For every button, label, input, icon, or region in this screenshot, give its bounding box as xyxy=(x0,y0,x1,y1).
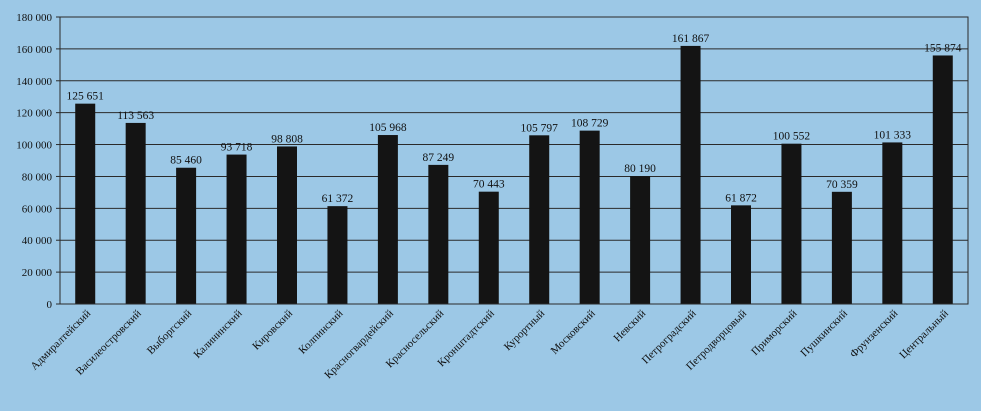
plot-area-frame xyxy=(59,16,969,305)
category-label: Выборгский xyxy=(145,308,194,357)
data-label: 101 333 xyxy=(874,129,912,141)
bar xyxy=(377,135,398,304)
y-tick-label: 80 000 xyxy=(22,171,53,183)
bar xyxy=(680,45,701,305)
bar xyxy=(529,135,550,304)
category-label: Фрунзенский xyxy=(848,308,901,361)
category-label: Колпинский xyxy=(297,308,346,357)
bar xyxy=(327,206,348,304)
data-label: 70 443 xyxy=(473,179,505,191)
bar xyxy=(176,167,197,304)
bar xyxy=(831,191,852,304)
data-label: 85 460 xyxy=(170,155,202,167)
y-tick-label: 100 000 xyxy=(16,140,52,152)
data-label: 61 372 xyxy=(322,193,354,205)
data-label: 100 552 xyxy=(773,131,811,143)
data-label: 80 190 xyxy=(624,163,656,175)
data-label: 113 563 xyxy=(117,110,154,122)
bar xyxy=(781,143,802,304)
y-tick-label: 140 000 xyxy=(16,76,52,88)
y-tick-label: 160 000 xyxy=(16,44,52,56)
category-label: Приморский xyxy=(749,308,799,358)
category-label: Невский xyxy=(611,308,648,345)
data-label: 108 729 xyxy=(571,118,609,130)
bar xyxy=(478,191,499,304)
data-label: 105 968 xyxy=(369,122,407,134)
bar xyxy=(731,205,751,304)
data-label: 87 249 xyxy=(423,152,455,164)
category-label: Московский xyxy=(549,308,598,357)
y-axis-tick-labels: 0 20 000 40 000 60 000 80 000 100 000 120 000 1… xyxy=(16,12,52,311)
data-labels: 125 651 113 563 85 460 93 718 98 808 61 372 10… xyxy=(67,33,962,205)
bar xyxy=(932,55,953,305)
y-tick-label: 120 000 xyxy=(16,108,52,120)
y-tick-label: 40 000 xyxy=(22,235,53,247)
data-label: 70 359 xyxy=(826,179,858,191)
bars xyxy=(75,45,953,305)
bar xyxy=(277,146,297,304)
category-label: Кировский xyxy=(250,308,295,353)
y-tick-label: 60 000 xyxy=(22,203,53,215)
y-tick-label: 0 xyxy=(47,299,53,311)
category-label: Пушкинский xyxy=(798,308,850,360)
data-label: 161 867 xyxy=(672,33,710,45)
data-label: 93 718 xyxy=(221,142,253,154)
bar xyxy=(428,164,449,304)
data-label: 125 651 xyxy=(67,91,105,103)
bar xyxy=(125,122,146,304)
data-label: 98 808 xyxy=(271,133,303,145)
bar xyxy=(579,130,600,304)
bar xyxy=(75,103,96,304)
y-tick-label: 180 000 xyxy=(16,12,52,24)
data-label: 155 874 xyxy=(924,42,962,54)
data-label: 61 872 xyxy=(725,192,757,204)
data-label: 105 797 xyxy=(521,122,559,134)
category-label: Центральный xyxy=(897,308,951,362)
bar xyxy=(630,176,651,304)
y-tick-label: 20 000 xyxy=(22,267,53,279)
category-label: Курортный xyxy=(502,308,548,354)
bar xyxy=(882,142,903,304)
bar xyxy=(226,154,247,304)
category-label: Калининский xyxy=(191,308,244,361)
